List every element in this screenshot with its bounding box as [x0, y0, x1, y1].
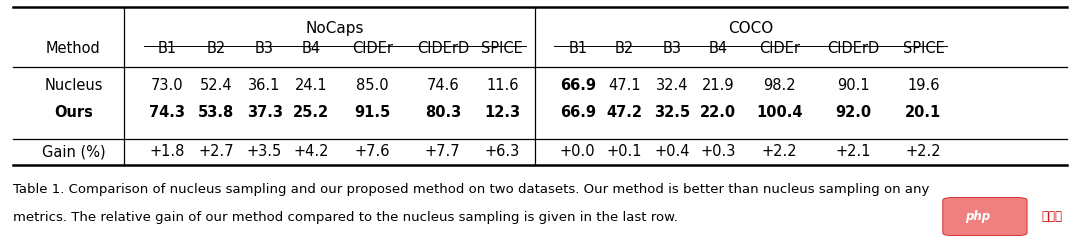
Text: Gain (%): Gain (%) — [42, 144, 105, 159]
Text: php: php — [964, 210, 990, 223]
Text: 32.5: 32.5 — [653, 105, 690, 120]
Text: CIDEr: CIDEr — [352, 41, 393, 56]
Text: +0.3: +0.3 — [701, 144, 735, 159]
Text: 80.3: 80.3 — [424, 105, 461, 120]
Text: B4: B4 — [301, 41, 321, 56]
Text: +2.7: +2.7 — [199, 144, 233, 159]
Text: 100.4: 100.4 — [756, 105, 804, 120]
Text: 22.0: 22.0 — [700, 105, 737, 120]
Text: Nucleus: Nucleus — [44, 78, 103, 93]
Text: 66.9: 66.9 — [559, 78, 596, 93]
Text: B3: B3 — [662, 41, 681, 56]
Text: +6.3: +6.3 — [485, 144, 519, 159]
Text: B2: B2 — [206, 41, 226, 56]
Text: 25.2: 25.2 — [293, 105, 329, 120]
Text: +3.5: +3.5 — [247, 144, 282, 159]
Text: +1.8: +1.8 — [150, 144, 185, 159]
Text: Table 1. Comparison of nucleus sampling and our proposed method on two datasets.: Table 1. Comparison of nucleus sampling … — [13, 183, 929, 196]
Text: B2: B2 — [615, 41, 634, 56]
Text: +7.6: +7.6 — [355, 144, 390, 159]
FancyBboxPatch shape — [943, 198, 1027, 236]
Text: NoCaps: NoCaps — [306, 21, 364, 36]
Text: Ours: Ours — [54, 105, 93, 120]
Text: 91.5: 91.5 — [354, 105, 391, 120]
Text: 19.6: 19.6 — [907, 78, 940, 93]
Text: SPICE: SPICE — [482, 41, 523, 56]
Text: B1: B1 — [568, 41, 588, 56]
Text: +2.2: +2.2 — [906, 144, 941, 159]
Text: 73.0: 73.0 — [151, 78, 184, 93]
Text: +7.7: +7.7 — [426, 144, 460, 159]
Text: 66.9: 66.9 — [559, 105, 596, 120]
Text: 47.1: 47.1 — [608, 78, 640, 93]
Text: 11.6: 11.6 — [486, 78, 518, 93]
Text: 85.0: 85.0 — [356, 78, 389, 93]
Text: +4.2: +4.2 — [294, 144, 328, 159]
Text: COCO: COCO — [728, 21, 773, 36]
Text: 90.1: 90.1 — [837, 78, 869, 93]
Text: 中文网: 中文网 — [1041, 210, 1063, 223]
Text: B4: B4 — [708, 41, 728, 56]
Text: 37.3: 37.3 — [246, 105, 283, 120]
Text: 98.2: 98.2 — [764, 78, 796, 93]
Text: CIDErD: CIDErD — [417, 41, 469, 56]
Text: B1: B1 — [158, 41, 177, 56]
Text: 12.3: 12.3 — [484, 105, 521, 120]
Text: metrics. The relative gain of our method compared to the nucleus sampling is giv: metrics. The relative gain of our method… — [13, 211, 678, 224]
Text: +2.2: +2.2 — [762, 144, 797, 159]
Text: +2.1: +2.1 — [836, 144, 870, 159]
Text: +0.4: +0.4 — [654, 144, 689, 159]
Text: 21.9: 21.9 — [702, 78, 734, 93]
Text: 24.1: 24.1 — [295, 78, 327, 93]
Text: CIDErD: CIDErD — [827, 41, 879, 56]
Text: 92.0: 92.0 — [835, 105, 872, 120]
Text: SPICE: SPICE — [903, 41, 944, 56]
Text: +0.0: +0.0 — [561, 144, 595, 159]
Text: Method: Method — [46, 41, 100, 56]
Text: 32.4: 32.4 — [656, 78, 688, 93]
Text: 36.1: 36.1 — [248, 78, 281, 93]
Text: 20.1: 20.1 — [905, 105, 942, 120]
Text: CIDEr: CIDEr — [759, 41, 800, 56]
Text: 74.3: 74.3 — [149, 105, 186, 120]
Text: 47.2: 47.2 — [606, 105, 643, 120]
Text: 53.8: 53.8 — [198, 105, 234, 120]
Text: 52.4: 52.4 — [200, 78, 232, 93]
Text: B3: B3 — [255, 41, 274, 56]
Text: +0.1: +0.1 — [607, 144, 642, 159]
Text: 74.6: 74.6 — [427, 78, 459, 93]
